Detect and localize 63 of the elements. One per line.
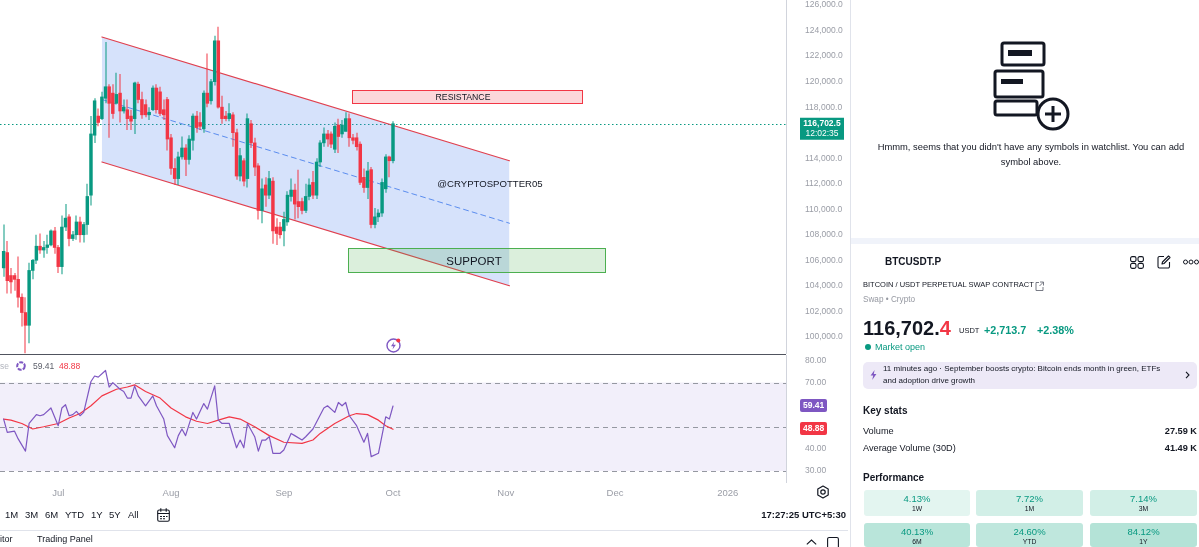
y-tick-label: 102,000.0 xyxy=(805,305,844,316)
y-tick-label: 40.00 xyxy=(805,443,827,454)
text: 11 minutes ago · September boosts crypto: Bitcoin ends month in green, ETFs and adoption drive growth xyxy=(883,363,1162,387)
text: 6M xyxy=(45,509,59,520)
text: Trading Panel xyxy=(37,534,93,545)
y-tick-label: 108,000.0 xyxy=(805,229,844,240)
text: Average Volume (30D) xyxy=(863,443,956,454)
text: Hmmm, seems that you didn't have any symbols in watchlist. You can add symbol above. xyxy=(876,140,1186,169)
text: YTD xyxy=(65,509,84,520)
x-tick-label: 2026 xyxy=(717,487,739,499)
y-tick-label: 100,000.0 xyxy=(805,331,844,342)
y-tick-label: 126,000.0 xyxy=(805,0,844,10)
y-tick-label: 120,000.0 xyxy=(805,75,844,86)
text: Market open xyxy=(875,342,926,353)
annotation: 48.88 xyxy=(59,361,81,371)
x-tick-label: Aug xyxy=(162,487,180,499)
text: 41.49 K xyxy=(1164,443,1197,454)
x-tick-label: Nov xyxy=(497,487,515,499)
y-tick-label: 114,000.0 xyxy=(805,152,843,163)
y-tick-label: 30.00 xyxy=(805,465,827,476)
text: 7.72% xyxy=(1016,493,1043,504)
text: Swap • Crypto xyxy=(863,295,916,305)
text: Key stats xyxy=(863,405,908,417)
y-tick-label: 124,000.0 xyxy=(805,24,844,35)
text: Performance xyxy=(863,472,925,484)
x-tick-label: Jul xyxy=(52,487,65,499)
annotation: se xyxy=(0,361,9,371)
y-tick-label: 118,000.0 xyxy=(805,101,843,112)
x-tick-label: Oct xyxy=(385,487,401,499)
text: +2.38% xyxy=(1037,324,1074,337)
ref-line-label: 116,702.5 12:02:35 xyxy=(803,118,841,139)
text: 3M xyxy=(25,509,39,520)
text: 48.88 xyxy=(800,421,828,435)
text: All xyxy=(128,509,139,520)
text: 40.13% xyxy=(900,526,934,537)
text: +2,713.7 xyxy=(984,324,1027,337)
text: 7.14% xyxy=(1130,493,1157,504)
y-tick-label: 110,000.0 xyxy=(805,203,843,214)
annotation: 59.41 xyxy=(33,361,55,371)
text: 17:27:25 UTC+5:30 xyxy=(761,509,846,520)
x-tick-label: Dec xyxy=(606,487,624,499)
text: itor xyxy=(0,534,13,545)
annotation: RESISTANCE xyxy=(435,92,491,102)
text: 59.41 xyxy=(800,398,828,412)
y-tick-label: 80.00 xyxy=(805,354,827,365)
text: 24.60% xyxy=(1013,526,1046,537)
text: Volume xyxy=(863,426,894,437)
x-tick-label: Sep xyxy=(275,487,293,499)
text: 1Y xyxy=(91,509,103,520)
text: 84.12% xyxy=(1127,526,1160,537)
text: 5Y xyxy=(109,509,121,520)
text: 116,702.4 xyxy=(863,317,951,339)
text: BTCUSDT.P xyxy=(885,256,942,268)
y-tick-label: 70.00 xyxy=(805,376,827,387)
annotation: @CRYPTOSPOTTER05 xyxy=(437,178,543,190)
text: 27.59 K xyxy=(1164,426,1197,437)
text: 4.13% xyxy=(903,493,931,504)
text: 1M xyxy=(5,509,19,520)
y-tick-label: 106,000.0 xyxy=(805,254,844,265)
y-tick-label: 104,000.0 xyxy=(805,280,844,291)
y-tick-label: 112,000.0 xyxy=(805,178,843,189)
annotation: SUPPORT xyxy=(446,254,502,268)
y-tick-label: 122,000.0 xyxy=(805,50,844,61)
